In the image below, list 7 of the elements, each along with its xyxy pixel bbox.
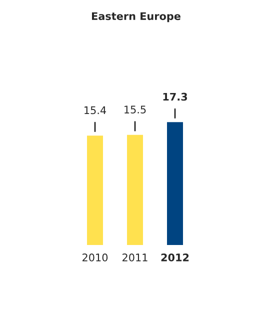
x-tick-label: 2012 bbox=[161, 254, 189, 262]
data-label: 15.4 bbox=[84, 106, 106, 114]
chart-title: Eastern Europe bbox=[92, 12, 180, 22]
data-label: 17.3 bbox=[163, 92, 188, 101]
x-tick-label: 2010 bbox=[82, 254, 108, 262]
x-tick-label: 2011 bbox=[122, 254, 148, 262]
data-label: 15.5 bbox=[124, 106, 146, 114]
